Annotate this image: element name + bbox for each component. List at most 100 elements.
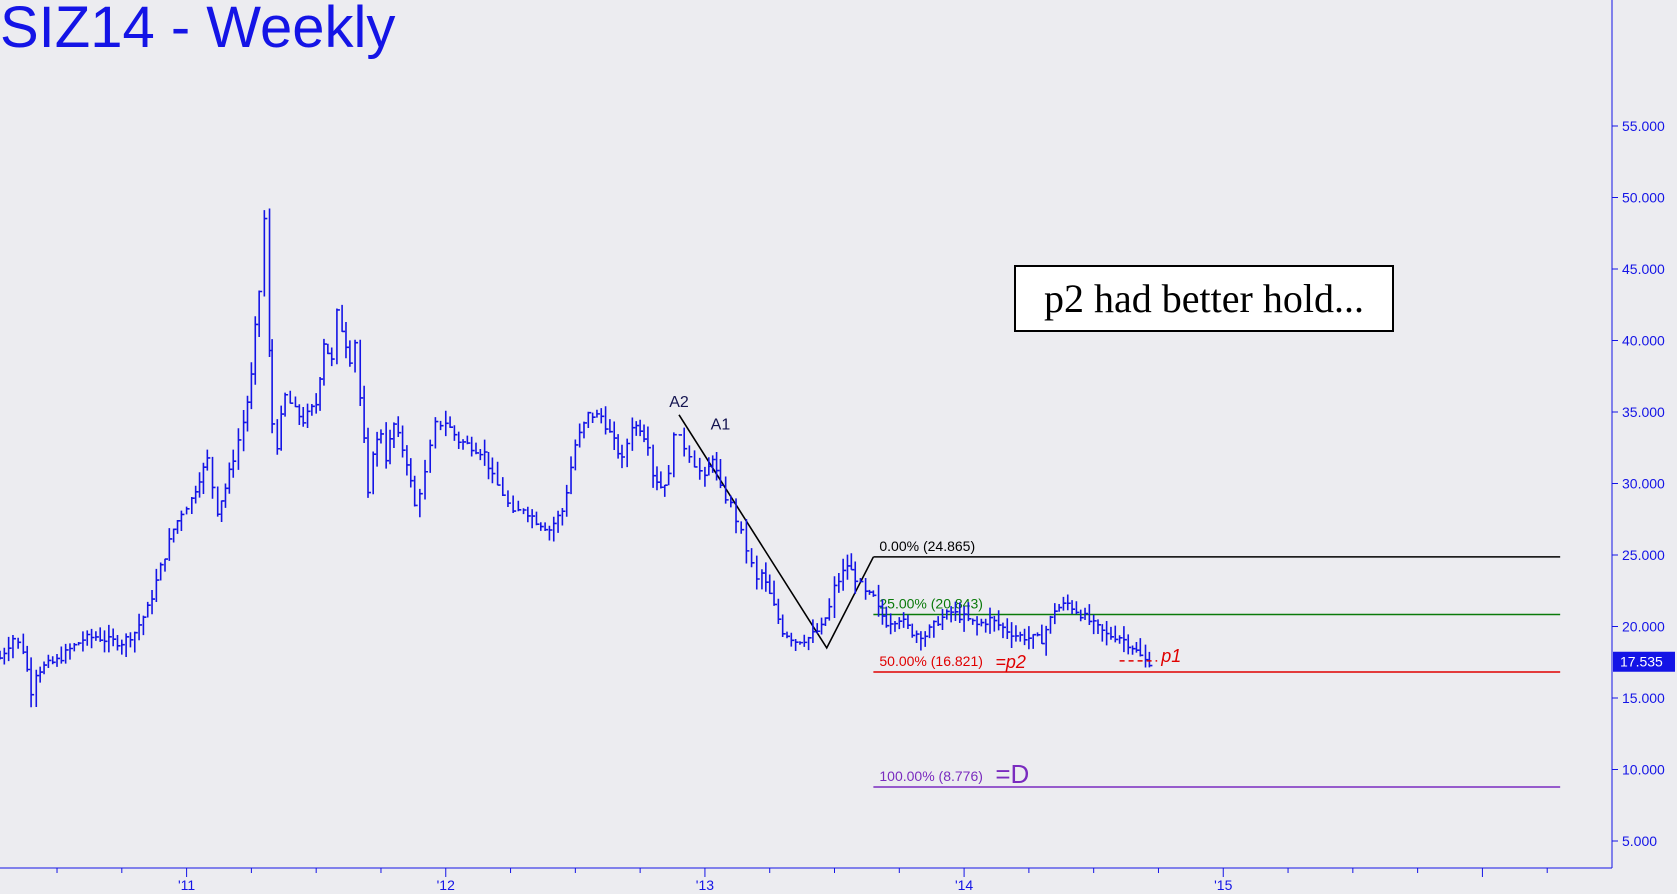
price-bar (911, 623, 916, 638)
price-bar (0, 650, 3, 660)
price-bar (69, 643, 73, 660)
price-bar (824, 617, 829, 627)
price-bar (976, 616, 981, 636)
last-price-label: 17.535 (1620, 654, 1663, 670)
price-bar (190, 497, 195, 514)
price-bar (596, 409, 600, 418)
price-bar (639, 419, 644, 437)
price-bar (781, 614, 786, 638)
price-bar (708, 457, 712, 476)
price-bar (39, 666, 44, 683)
price-bar (3, 647, 8, 665)
price-bar (570, 456, 575, 495)
fib-level-label: 0.00% (24.865) (879, 538, 975, 554)
price-bar (250, 362, 255, 410)
last-price-box (1613, 651, 1675, 672)
price-bar (1105, 620, 1110, 646)
price-bar (854, 561, 859, 594)
price-bar (12, 635, 16, 659)
price-bar (803, 634, 808, 647)
price-bar (479, 449, 484, 461)
price-bar (280, 405, 285, 451)
price-bar (327, 343, 331, 355)
price-bar (924, 631, 929, 647)
price-bar (22, 633, 27, 655)
fib-level-label: 50.00% (16.821) (879, 653, 983, 669)
price-bar (1071, 600, 1076, 615)
price-bar (777, 598, 782, 625)
price-bar (740, 521, 745, 534)
price-bar (491, 457, 496, 484)
price-bar (527, 506, 531, 523)
price-bar (146, 601, 151, 618)
price-bar (1131, 645, 1136, 655)
price-bar (786, 631, 790, 639)
price-bar (228, 462, 233, 494)
price-bar (989, 607, 994, 634)
price-bar (548, 525, 553, 541)
wave-annotation: A1 (711, 417, 731, 434)
price-bar (194, 485, 199, 504)
price-bar (902, 612, 907, 628)
price-bar (475, 442, 479, 455)
price-bar (17, 637, 22, 649)
price-bar (501, 477, 506, 496)
price-bar (724, 476, 729, 504)
price-bar (268, 208, 273, 357)
price-bar (393, 422, 397, 448)
price-bar (698, 457, 703, 480)
price-bar (604, 406, 609, 435)
price-bar (755, 555, 760, 590)
price-bar (816, 623, 821, 634)
price-bar (1062, 596, 1067, 611)
price-bar (790, 632, 795, 647)
price-bar (704, 466, 708, 487)
price-bar (613, 421, 618, 451)
y-tick-label: 50.000 (1622, 190, 1665, 206)
price-bar (372, 451, 377, 495)
price-bar (294, 396, 299, 408)
price-bar (1058, 603, 1063, 612)
price-bar (232, 449, 237, 478)
price-bar (86, 630, 91, 646)
price-bar (254, 316, 259, 385)
y-tick-label: 30.000 (1622, 476, 1665, 492)
price-bar (1036, 632, 1041, 637)
x-tick-label: '13 (696, 877, 714, 893)
price-bar (920, 631, 924, 651)
price-bar (711, 455, 716, 473)
price-bar (643, 424, 648, 443)
price-bar (872, 590, 877, 597)
price-bar (745, 519, 750, 564)
price-bar (444, 410, 449, 437)
y-tick-label: 10.000 (1622, 762, 1665, 778)
price-bar (1101, 624, 1106, 642)
price-bar (1006, 618, 1011, 639)
price-bar (660, 471, 664, 489)
price-bar (719, 459, 724, 489)
price-bar (470, 436, 475, 457)
price-bar (609, 419, 613, 433)
price-bar (413, 475, 418, 507)
price-bar (159, 562, 164, 581)
y-tick-label: 5.000 (1622, 833, 1657, 849)
price-bar (95, 631, 99, 641)
price-bar (289, 390, 294, 404)
price-bar (172, 528, 177, 543)
price-bar (877, 584, 882, 617)
price-bar (735, 498, 740, 534)
price-bar (185, 506, 190, 515)
price-bar (345, 322, 349, 359)
price-bar (198, 472, 203, 498)
price-bar (941, 608, 946, 631)
price-bar (176, 519, 181, 534)
price-bar (894, 620, 898, 632)
price-bar (1028, 626, 1032, 650)
wave-annotation: A2 (669, 394, 689, 411)
price-bar (429, 439, 434, 473)
price-bar (750, 548, 755, 568)
price-bar (1088, 604, 1093, 625)
price-bar (1002, 622, 1006, 639)
price-bar (552, 516, 557, 542)
